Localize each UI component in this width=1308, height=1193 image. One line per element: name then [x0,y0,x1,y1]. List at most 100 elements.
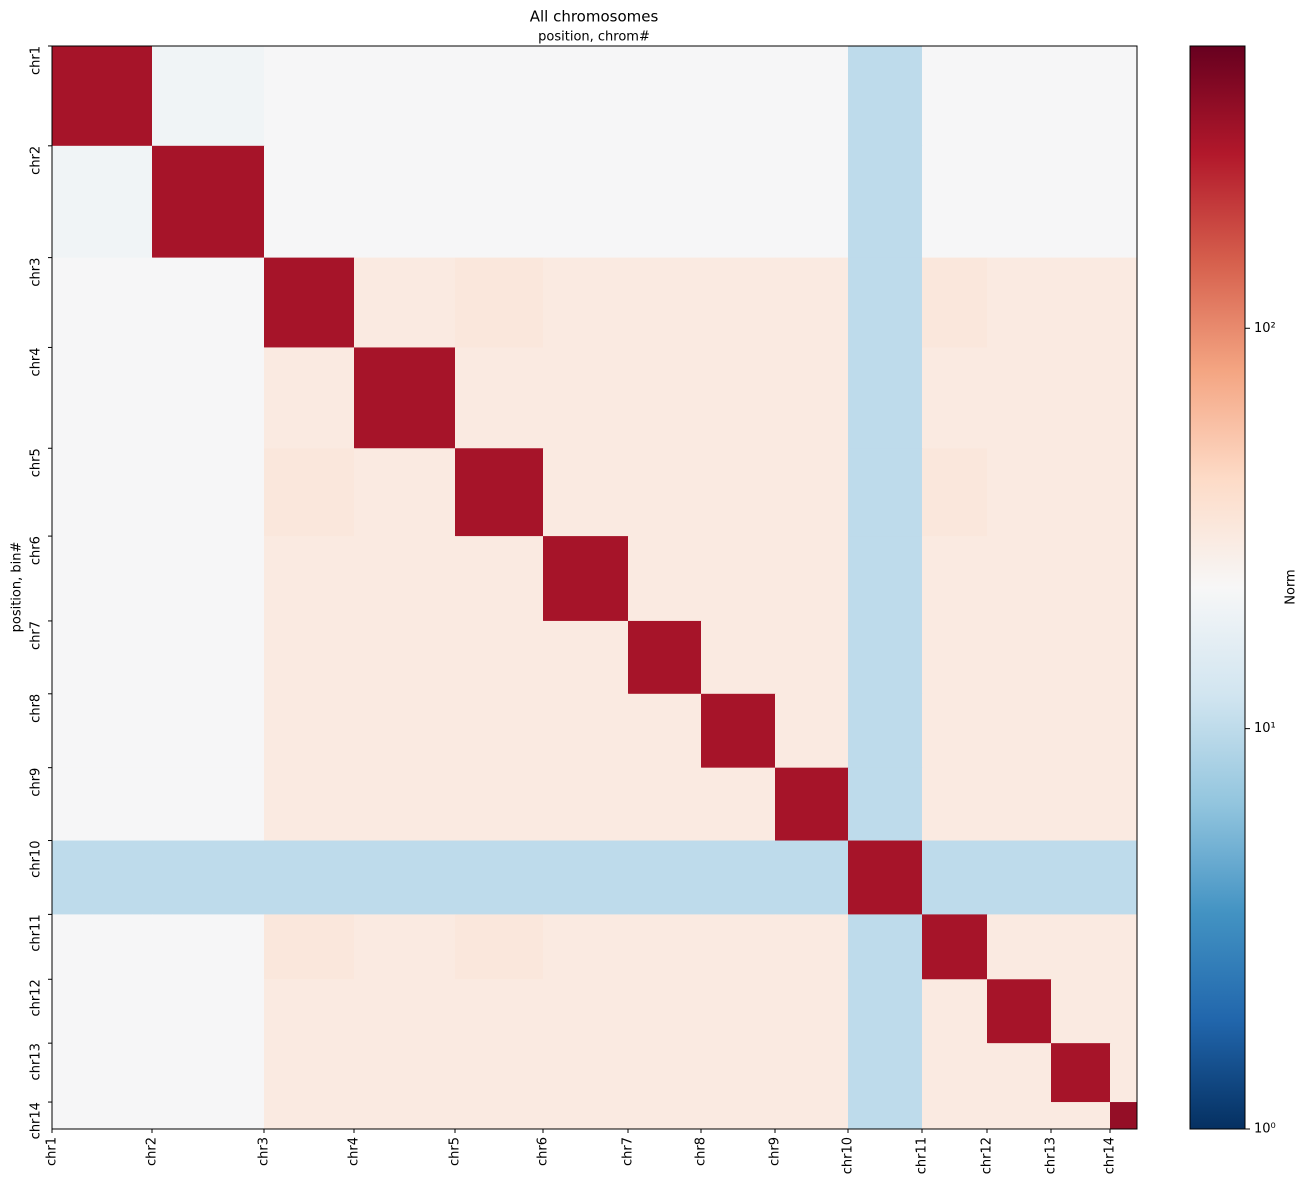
heatmap-cell [152,620,265,695]
colorbar-tick-label: 10² [1254,321,1276,336]
heatmap-cell [628,767,702,842]
heatmap-cell [152,448,265,537]
x-axis-label: position, chrom# [538,30,650,45]
heatmap-cell [354,1102,456,1130]
heatmap-cell [543,979,629,1044]
x-tick-label: chr1 [45,1137,60,1166]
heatmap-cell [264,914,355,980]
heatmap-cell [1051,840,1111,915]
heatmap-cell [848,620,923,695]
heatmap-cell [1051,145,1111,259]
heatmap-cell [455,979,544,1044]
heatmap-cell [264,448,355,537]
heatmap-cell [701,693,776,769]
heatmap-cell [987,145,1052,259]
heatmap-cell [775,767,849,842]
heatmap-cell [52,536,153,622]
heatmap-cell [701,46,776,147]
heatmap-cell [987,536,1052,622]
heatmap-cell [922,347,988,449]
heatmap-cell [1051,1043,1111,1103]
heatmap-cell [455,767,544,842]
heatmap-cell [987,767,1052,842]
heatmap-cell [628,46,702,147]
chart-title: All chromosomes [530,8,659,26]
heatmap-cell [455,145,544,259]
heatmap-cell [701,767,776,842]
heatmap-cell [987,979,1052,1044]
heatmap-cell [264,840,355,915]
heatmap-cell [628,536,702,622]
heatmap-cell [1051,620,1111,695]
heatmap-cell [152,1043,265,1103]
heatmap-cell [701,840,776,915]
heatmap-cell [543,693,629,769]
heatmap-cell [264,1043,355,1103]
y-tick-label: chr6 [29,536,44,565]
heatmap-cell [354,536,456,622]
heatmap-cell [52,257,153,348]
x-tick-label: chr2 [145,1137,160,1166]
heatmap-cell [848,448,923,537]
heatmap-cell [628,257,702,348]
heatmap-cell [543,1043,629,1103]
heatmap-cell [848,914,923,980]
heatmap-cell [848,979,923,1044]
heatmap-cell [543,840,629,915]
heatmap-cell [922,46,988,147]
heatmap-cell [922,536,988,622]
heatmap-cell [543,347,629,449]
heatmap-cell [264,347,355,449]
heatmap-cell [543,448,629,537]
heatmap-cell [701,257,776,348]
heatmap-cell [775,840,849,915]
heatmap-cell [1051,914,1111,980]
heatmap-cell [775,257,849,348]
colorbar-label: Norm [1284,569,1299,604]
heatmap-cell [1110,448,1138,537]
heatmap-cell [354,840,456,915]
heatmap-cell [52,914,153,980]
heatmap-cell [987,1043,1052,1103]
x-tick-label: chr13 [1044,1137,1059,1174]
heatmap-cell [455,448,544,537]
heatmap-cell [775,1043,849,1103]
heatmap-cell [775,979,849,1044]
heatmap-cell [1051,979,1111,1044]
heatmap-cell [922,1102,988,1130]
heatmap-cell [52,620,153,695]
heatmap-cell [1110,1102,1138,1130]
heatmap-cell [1110,536,1138,622]
y-tick-label: chr9 [29,768,44,797]
heatmap-cell [354,620,456,695]
heatmap-cell [701,448,776,537]
heatmap-cell [775,914,849,980]
heatmap-cell [848,257,923,348]
heatmap-cell [848,1102,923,1130]
heatmap-cell [628,1043,702,1103]
heatmap-cell [354,257,456,348]
heatmap-cell [264,979,355,1044]
heatmap-cell [628,979,702,1044]
heatmap-cell [701,347,776,449]
heatmap-cell [922,979,988,1044]
heatmap-cell [987,257,1052,348]
heatmap-cell [52,347,153,449]
heatmap-cell [152,914,265,980]
heatmap-cell [543,536,629,622]
heatmap-cell [1110,693,1138,769]
heatmap-cell [701,145,776,259]
x-tick-label: chr3 [257,1137,272,1166]
heatmap-cell [987,448,1052,537]
heatmap-cell [264,620,355,695]
heatmap-cell [354,448,456,537]
heatmap-cell [52,448,153,537]
heatmap-cell [1110,914,1138,980]
heatmap-cell [264,536,355,622]
heatmap-cell [987,620,1052,695]
heatmap-cell [354,46,456,147]
heatmap-cell [701,536,776,622]
heatmap-cell [1110,1043,1138,1103]
heatmap-cell [922,914,988,980]
